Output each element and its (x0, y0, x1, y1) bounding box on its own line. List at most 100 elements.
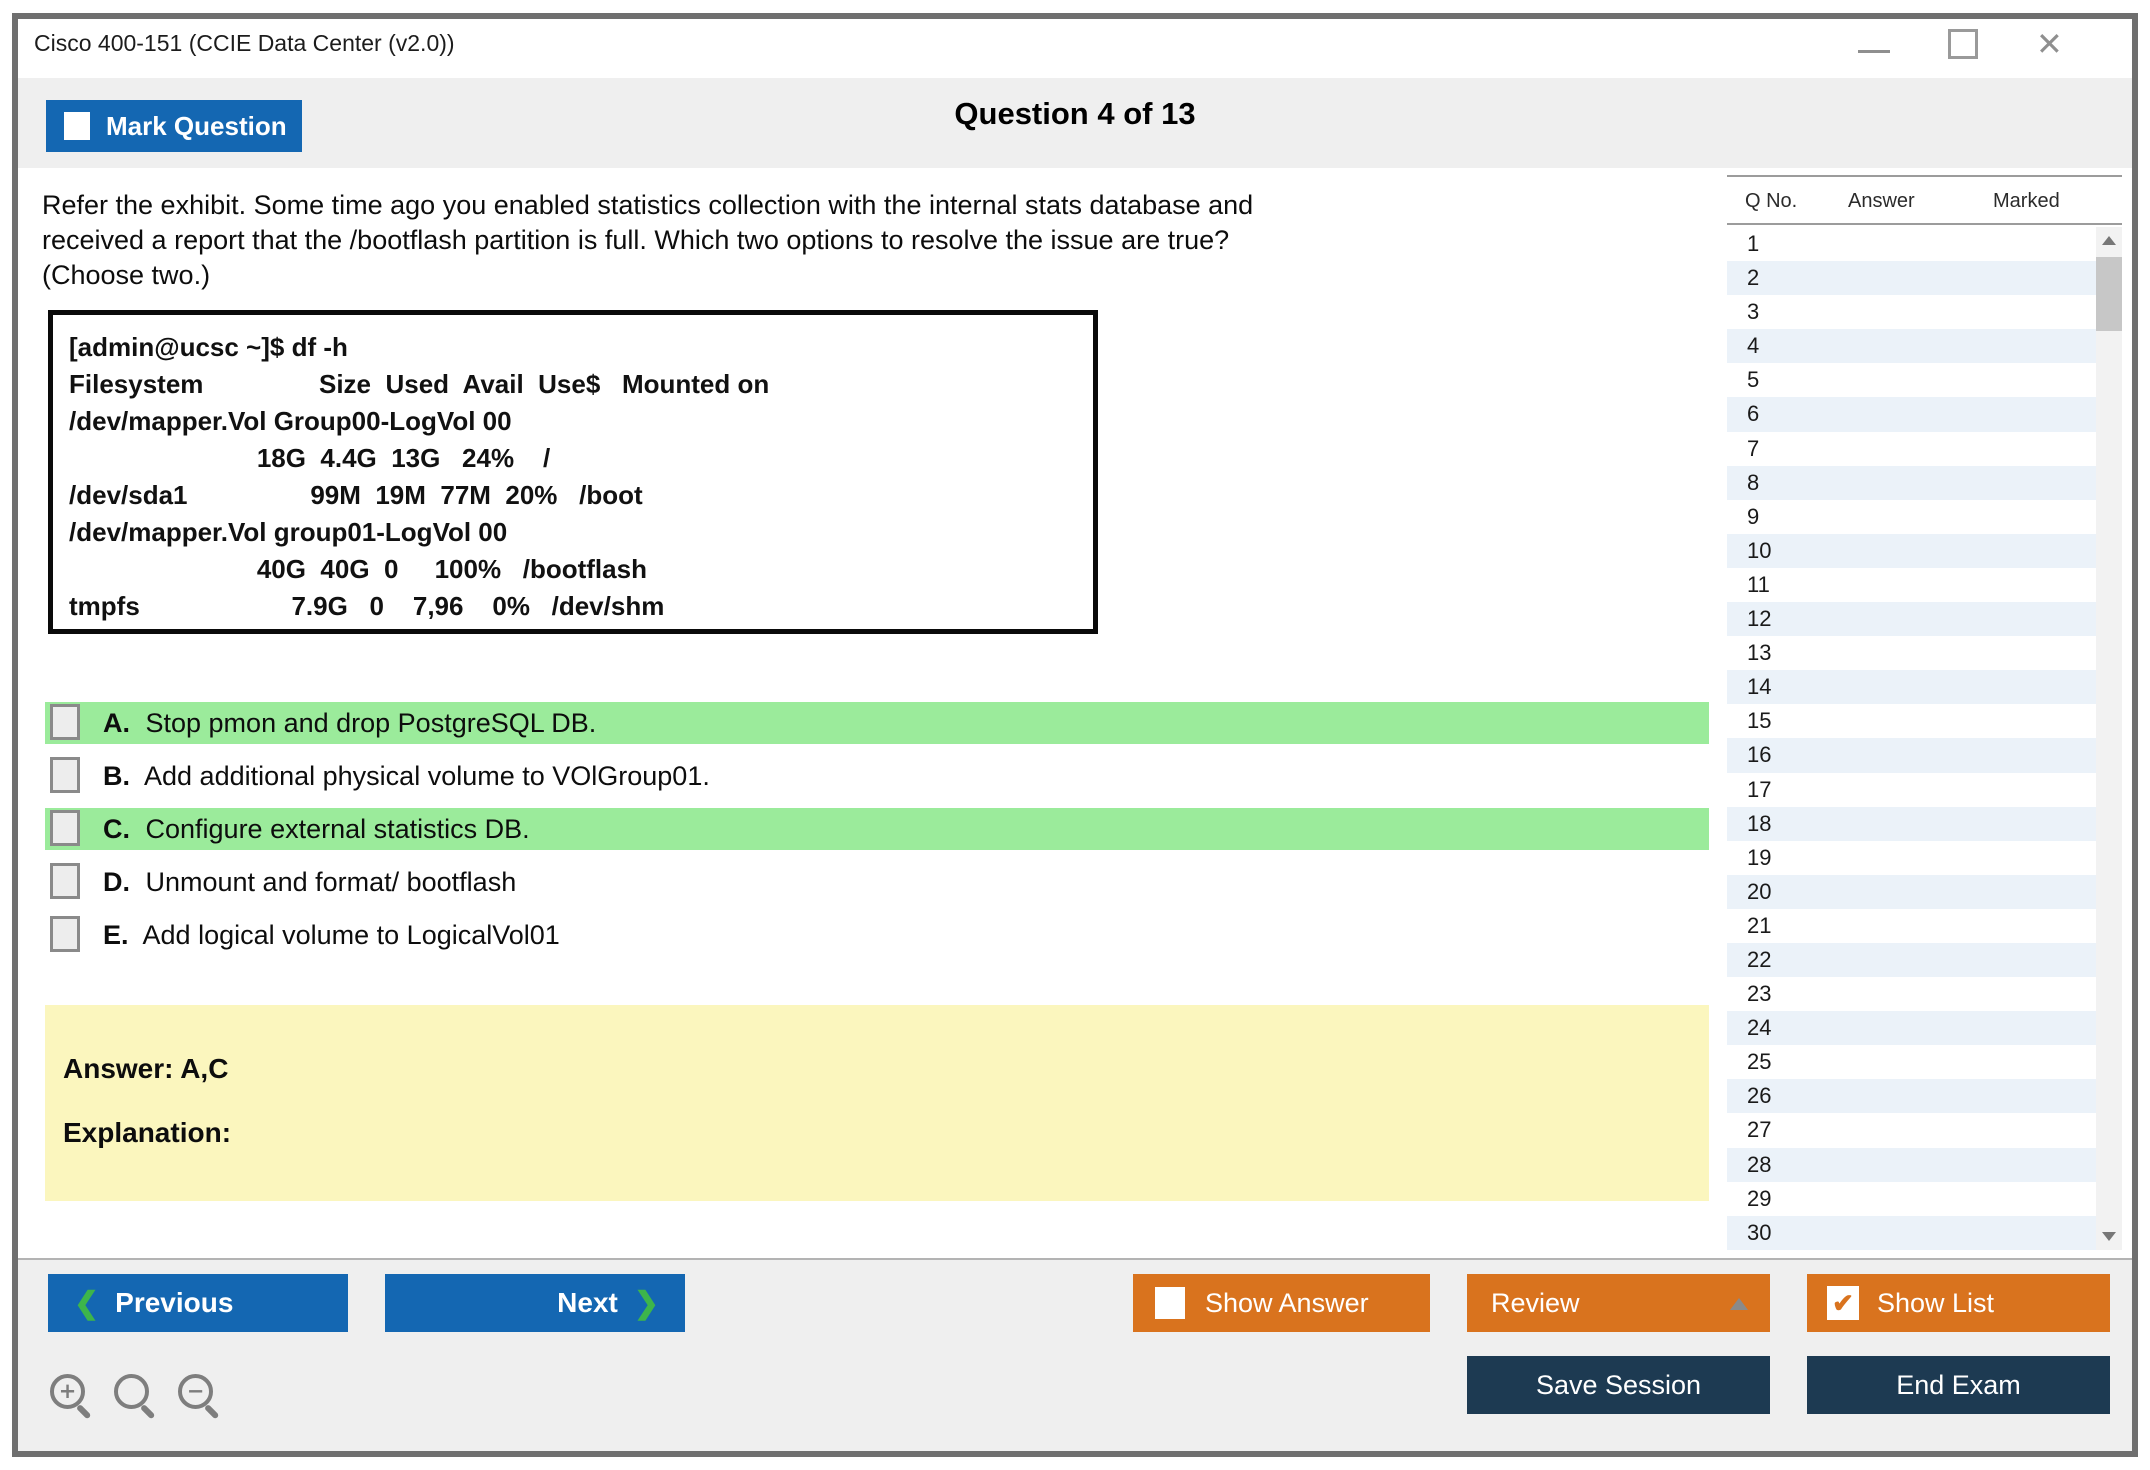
question-number: 20 (1747, 878, 1772, 904)
scroll-down-icon[interactable] (2102, 1232, 2116, 1241)
question-number: 28 (1747, 1151, 1772, 1177)
exhibit-box: [admin@ucsc ~]$ df -h Filesystem Size Use… (48, 310, 1098, 634)
question-list-row[interactable]: 16 (1727, 738, 2096, 773)
option-checkbox[interactable] (50, 810, 80, 846)
search-icon[interactable] (112, 1372, 160, 1420)
show-list-checkbox-icon[interactable]: ✔ (1827, 1286, 1859, 1320)
option-checkbox[interactable] (50, 916, 80, 952)
footer-bar: ❮ Previous Next ❯ Show Answer Review ✔ S… (18, 1258, 2132, 1451)
exhibit-line: 18G 4.4G 13G 24% / (69, 443, 551, 473)
question-list-row[interactable]: 23 (1727, 977, 2096, 1011)
question-number: 30 (1747, 1219, 1772, 1245)
save-session-button[interactable]: Save Session (1467, 1356, 1770, 1414)
review-label: Review (1491, 1287, 1580, 1318)
question-number: 18 (1747, 810, 1772, 836)
answer-option-row[interactable]: B. Add additional physical volume to VOl… (45, 755, 1709, 797)
question-list-row[interactable]: 8 (1727, 465, 2096, 500)
question-number: 2 (1747, 265, 1760, 291)
question-list-row[interactable]: 5 (1727, 363, 2096, 397)
question-list-row[interactable]: 21 (1727, 909, 2096, 943)
show-list-label: Show List (1877, 1287, 1995, 1318)
show-answer-checkbox-icon[interactable] (1155, 1287, 1185, 1319)
answer-option-row[interactable]: C. Configure external statistics DB. (45, 808, 1709, 850)
question-list-row[interactable]: 28 (1727, 1147, 2096, 1182)
question-number: 9 (1747, 503, 1760, 529)
column-answer: Answer (1848, 190, 1915, 212)
question-number: 24 (1747, 1015, 1772, 1041)
question-number: 16 (1747, 742, 1772, 768)
exhibit-line: [admin@ucsc ~]$ df -h (69, 332, 348, 362)
question-list-row[interactable]: 30 (1727, 1215, 2096, 1250)
maximize-icon[interactable] (1948, 29, 1978, 59)
question-list-row[interactable]: 17 (1727, 773, 2096, 807)
question-list-scrollbar[interactable] (2096, 227, 2122, 1250)
question-number: 23 (1747, 981, 1772, 1007)
question-list-row[interactable]: 18 (1727, 806, 2096, 841)
question-number: 10 (1747, 537, 1772, 563)
triangle-up-icon (1730, 1298, 1748, 1310)
question-list-row[interactable]: 11 (1727, 568, 2096, 602)
question-list-row[interactable]: 2 (1727, 261, 2096, 296)
close-icon[interactable]: ✕ (2036, 26, 2063, 62)
show-answer-button[interactable]: Show Answer (1133, 1274, 1430, 1332)
question-list-row[interactable]: 9 (1727, 500, 2096, 534)
zoom-controls: + − (48, 1372, 224, 1420)
question-number: 14 (1747, 674, 1772, 700)
answer-option-row[interactable]: D. Unmount and format/ bootflash (45, 861, 1709, 903)
question-list-row[interactable]: 19 (1727, 841, 2096, 875)
explanation-label: Explanation: (63, 1117, 232, 1148)
column-marked: Marked (1993, 190, 2060, 212)
question-list-row[interactable]: 29 (1727, 1182, 2096, 1216)
answer-option-row[interactable]: A. Stop pmon and drop PostgreSQL DB. (45, 702, 1709, 744)
option-checkbox[interactable] (50, 757, 80, 793)
question-list-row[interactable]: 26 (1727, 1079, 2096, 1114)
exhibit-line: /dev/mapper.Vol group01-LogVol 00 (69, 517, 508, 547)
review-button[interactable]: Review (1467, 1274, 1770, 1332)
question-list-row[interactable]: 25 (1727, 1045, 2096, 1079)
question-list-row[interactable]: 1 (1727, 227, 2096, 261)
answer-panel: Answer: A,C Explanation: (45, 1005, 1709, 1201)
answer-option-row[interactable]: E. Add logical volume to LogicalVol01 (45, 914, 1709, 956)
previous-label: Previous (115, 1287, 234, 1318)
end-exam-label: End Exam (1896, 1369, 2021, 1400)
option-checkbox[interactable] (50, 704, 80, 740)
question-list-row[interactable]: 3 (1727, 295, 2096, 329)
scroll-up-icon[interactable] (2102, 236, 2116, 245)
previous-button[interactable]: ❮ Previous (48, 1274, 348, 1332)
option-text: A. Stop pmon and drop PostgreSQL DB. (103, 708, 597, 738)
exhibit-line: /dev/sda1 99M 19M 77M 20% /boot (69, 480, 643, 510)
zoom-out-icon[interactable]: − (176, 1372, 224, 1420)
header-band: Mark Question Question 4 of 13 (18, 78, 2132, 168)
question-list-row[interactable]: 22 (1727, 942, 2096, 978)
question-number: 22 (1747, 946, 1772, 972)
question-list-row[interactable]: 15 (1727, 704, 2096, 738)
mark-question-button[interactable]: Mark Question (46, 100, 302, 152)
question-list-row[interactable]: 13 (1727, 636, 2096, 670)
mark-question-checkbox-icon[interactable] (64, 112, 90, 140)
question-list-row[interactable]: 24 (1727, 1011, 2096, 1046)
question-list-row[interactable]: 4 (1727, 329, 2096, 364)
next-button[interactable]: Next ❯ (385, 1274, 685, 1332)
show-list-button[interactable]: ✔ Show List (1807, 1274, 2110, 1332)
question-list-row[interactable]: 20 (1727, 874, 2096, 909)
question-list-row[interactable]: 27 (1727, 1113, 2096, 1147)
end-exam-button[interactable]: End Exam (1807, 1356, 2110, 1414)
window-title: Cisco 400-151 (CCIE Data Center (v2.0)) (34, 30, 455, 56)
question-list-row[interactable]: 6 (1727, 397, 2096, 432)
exhibit-line: 40G 40G 0 100% /bootflash (69, 554, 647, 584)
option-text: D. Unmount and format/ bootflash (103, 867, 517, 897)
question-number: 7 (1747, 435, 1760, 461)
question-list-row[interactable]: 10 (1727, 533, 2096, 568)
scrollbar-thumb[interactable] (2096, 257, 2122, 331)
zoom-in-icon[interactable]: + (48, 1372, 96, 1420)
option-checkbox[interactable] (50, 863, 80, 899)
question-list-row[interactable]: 12 (1727, 602, 2096, 637)
question-list-row[interactable]: 14 (1727, 670, 2096, 705)
question-number: 25 (1747, 1049, 1772, 1075)
question-number: 1 (1747, 231, 1760, 256)
column-q-no: Q No. (1745, 190, 1798, 212)
minimize-icon[interactable] (1858, 49, 1890, 53)
question-list-row[interactable]: 7 (1727, 432, 2096, 466)
question-number: 19 (1747, 844, 1772, 870)
question-text: Refer the exhibit. Some time ago you ena… (42, 190, 1254, 290)
